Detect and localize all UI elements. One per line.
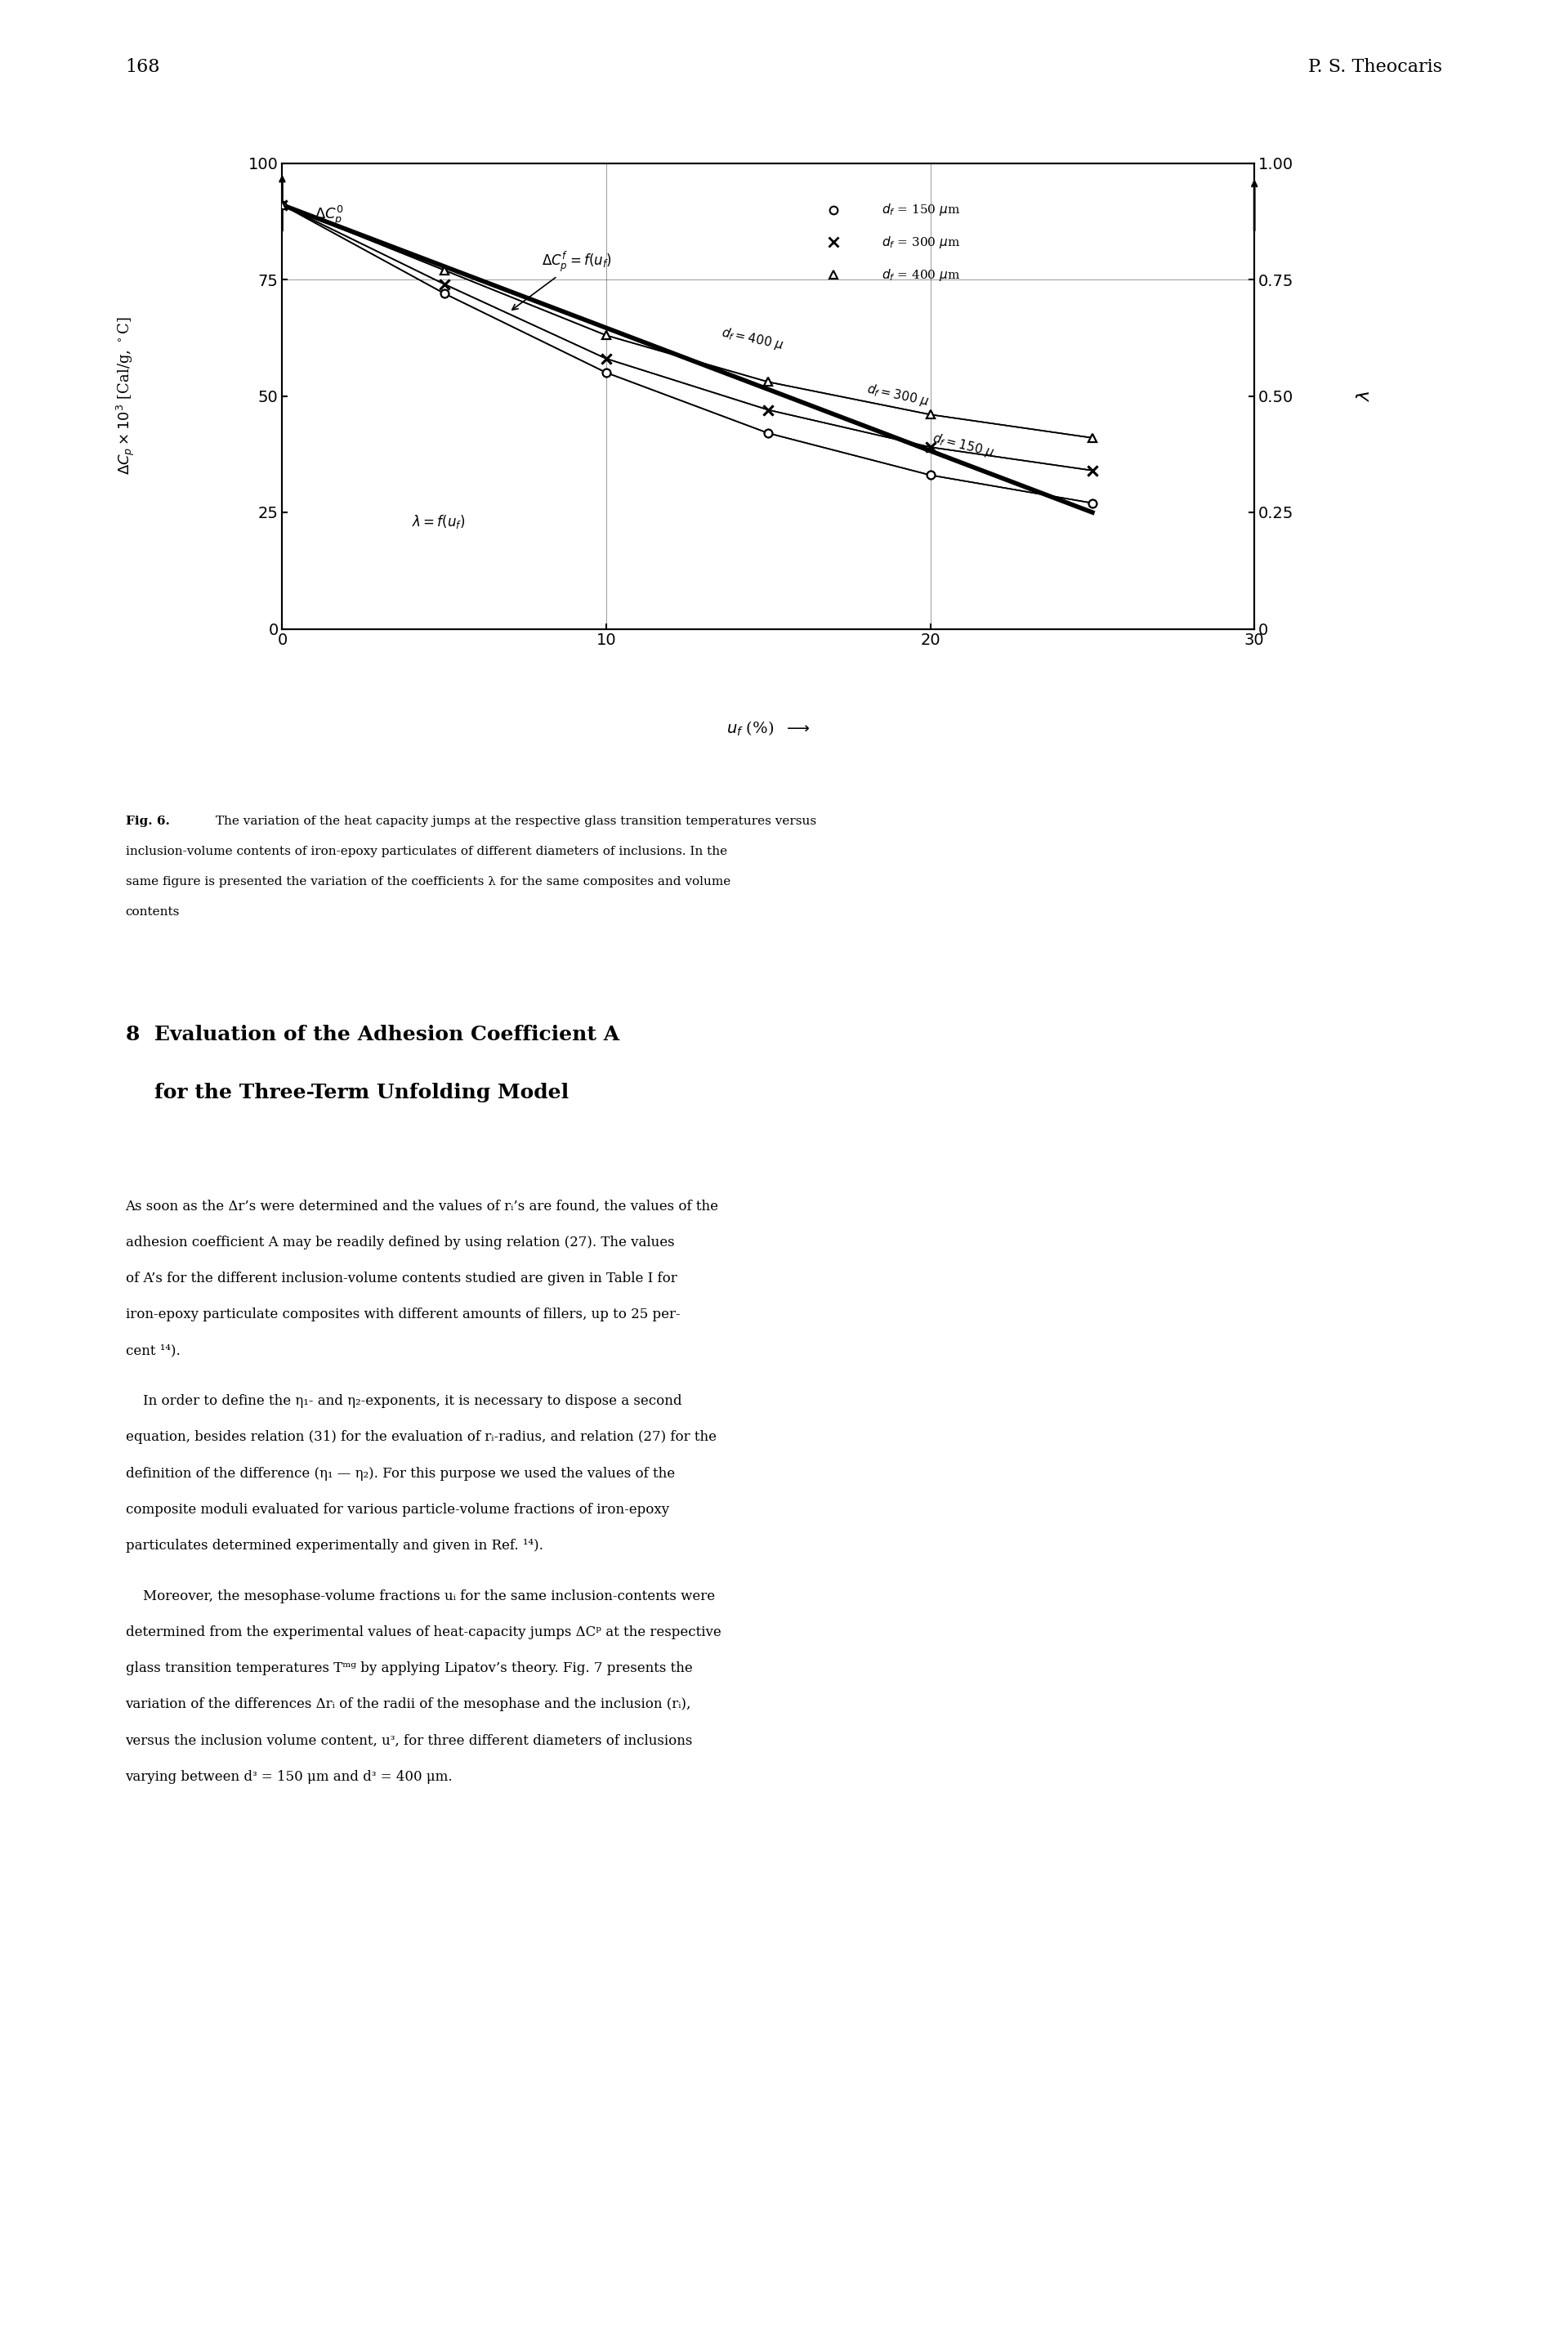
- Text: definition of the difference (η₁ — η₂). For this purpose we used the values of t: definition of the difference (η₁ — η₂). …: [125, 1467, 674, 1481]
- Text: of A’s for the different inclusion-volume contents studied are given in Table I : of A’s for the different inclusion-volum…: [125, 1272, 677, 1286]
- Text: same figure is presented the variation of the coefficients λ for the same compos: same figure is presented the variation o…: [125, 876, 731, 887]
- Text: particulates determined experimentally and given in Ref. ¹⁴).: particulates determined experimentally a…: [125, 1539, 543, 1553]
- Text: composite moduli evaluated for various particle-volume fractions of iron-epoxy: composite moduli evaluated for various p…: [125, 1502, 670, 1516]
- Text: $d_f = 300\ \mu$: $d_f = 300\ \mu$: [866, 382, 931, 410]
- Text: determined from the experimental values of heat-capacity jumps ΔCᵖ at the respec: determined from the experimental values …: [125, 1626, 721, 1640]
- Text: inclusion-volume contents of iron-epoxy particulates of different diameters of i: inclusion-volume contents of iron-epoxy …: [125, 845, 728, 857]
- Text: $\lambda = f(u_f)$: $\lambda = f(u_f)$: [412, 512, 466, 531]
- Text: $d_f = 400\ \mu$: $d_f = 400\ \mu$: [720, 326, 786, 354]
- Text: adhesion coefficient A may be readily defined by using relation (27). The values: adhesion coefficient A may be readily de…: [125, 1234, 674, 1248]
- Text: $d_f$ = 400 $\mu$m: $d_f$ = 400 $\mu$m: [881, 268, 960, 282]
- Text: cent ¹⁴).: cent ¹⁴).: [125, 1344, 180, 1358]
- Text: $d_f = 150\ \mu$: $d_f = 150\ \mu$: [930, 431, 996, 461]
- Text: versus the inclusion volume content, uᶟ, for three different diameters of inclus: versus the inclusion volume content, uᶟ,…: [125, 1733, 693, 1747]
- Text: P. S. Theocaris: P. S. Theocaris: [1309, 58, 1443, 77]
- Text: $d_f$ = 300 $\mu$m: $d_f$ = 300 $\mu$m: [881, 235, 960, 249]
- Text: for the Three-Term Unfolding Model: for the Three-Term Unfolding Model: [125, 1083, 569, 1102]
- Text: The variation of the heat capacity jumps at the respective glass transition temp: The variation of the heat capacity jumps…: [212, 815, 817, 827]
- Text: Fig. 6.: Fig. 6.: [125, 815, 169, 827]
- Text: Moreover, the mesophase-volume fractions uᵢ for the same inclusion-contents were: Moreover, the mesophase-volume fractions…: [125, 1588, 715, 1602]
- Text: In order to define the η₁- and η₂-exponents, it is necessary to dispose a second: In order to define the η₁- and η₂-expone…: [125, 1395, 682, 1409]
- Text: $\lambda$: $\lambda$: [1355, 391, 1374, 401]
- Text: $d_f$ = 150 $\mu$m: $d_f$ = 150 $\mu$m: [881, 203, 960, 217]
- Text: $\Delta C_p^f = f(u_f)$: $\Delta C_p^f = f(u_f)$: [513, 249, 612, 310]
- Text: $u_f$ (%)  $\longrightarrow$: $u_f$ (%) $\longrightarrow$: [726, 720, 811, 738]
- Text: 8  Evaluation of the Adhesion Coefficient A: 8 Evaluation of the Adhesion Coefficient…: [125, 1025, 619, 1043]
- Text: 168: 168: [125, 58, 160, 77]
- Text: equation, besides relation (31) for the evaluation of rᵢ-radius, and relation (2: equation, besides relation (31) for the …: [125, 1430, 717, 1444]
- Text: $\Delta C_p^0$: $\Delta C_p^0$: [315, 205, 343, 228]
- Text: As soon as the Δr’s were determined and the values of rᵢ’s are found, the values: As soon as the Δr’s were determined and …: [125, 1199, 718, 1213]
- Text: iron-epoxy particulate composites with different amounts of fillers, up to 25 pe: iron-epoxy particulate composites with d…: [125, 1309, 681, 1321]
- Text: contents: contents: [125, 906, 180, 918]
- Text: varying between dᶟ = 150 μm and dᶟ = 400 μm.: varying between dᶟ = 150 μm and dᶟ = 400…: [125, 1770, 453, 1784]
- Text: $\Delta C_p \times 10^3$ [Cal/g, $^\circ$C]: $\Delta C_p \times 10^3$ [Cal/g, $^\circ…: [114, 317, 136, 475]
- Text: glass transition temperatures Tᵐᵍ by applying Lipatov’s theory. Fig. 7 presents : glass transition temperatures Tᵐᵍ by app…: [125, 1661, 693, 1675]
- Text: variation of the differences Δrᵢ of the radii of the mesophase and the inclusion: variation of the differences Δrᵢ of the …: [125, 1698, 691, 1712]
